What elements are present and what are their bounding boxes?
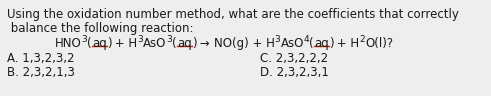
Text: AsO: AsO <box>143 37 167 50</box>
Text: (: ( <box>172 37 177 50</box>
Text: Using the oxidation number method, what are the coefficients that correctly: Using the oxidation number method, what … <box>7 8 459 21</box>
Text: HNO: HNO <box>55 37 82 50</box>
Text: →: → <box>196 37 214 50</box>
Text: AsO: AsO <box>280 37 304 50</box>
Text: 2: 2 <box>359 35 365 44</box>
Text: ): ) <box>107 37 111 50</box>
Text: B. 2,3,2,1,3: B. 2,3,2,1,3 <box>7 66 75 79</box>
Text: aq: aq <box>314 37 329 50</box>
Text: O(l)?: O(l)? <box>365 37 393 50</box>
Text: aq: aq <box>177 37 192 50</box>
Text: 3: 3 <box>275 35 280 44</box>
Text: balance the following reaction:: balance the following reaction: <box>7 22 193 35</box>
Text: aq: aq <box>92 37 107 50</box>
Text: 3: 3 <box>82 35 87 44</box>
Text: (: ( <box>87 37 92 50</box>
Text: ): ) <box>192 37 196 50</box>
Text: A. 1,3,2,3,2: A. 1,3,2,3,2 <box>7 52 75 65</box>
Text: NO(g) + H: NO(g) + H <box>214 37 275 50</box>
Text: 3: 3 <box>137 35 143 44</box>
Text: + H: + H <box>111 37 137 50</box>
Text: + H: + H <box>333 37 359 50</box>
Text: C. 2,3,2,2,2: C. 2,3,2,2,2 <box>260 52 328 65</box>
Text: ): ) <box>329 37 333 50</box>
Text: (: ( <box>309 37 314 50</box>
Text: 3: 3 <box>167 35 172 44</box>
Text: D. 2,3,2,3,1: D. 2,3,2,3,1 <box>260 66 329 79</box>
Text: 4: 4 <box>304 35 309 44</box>
